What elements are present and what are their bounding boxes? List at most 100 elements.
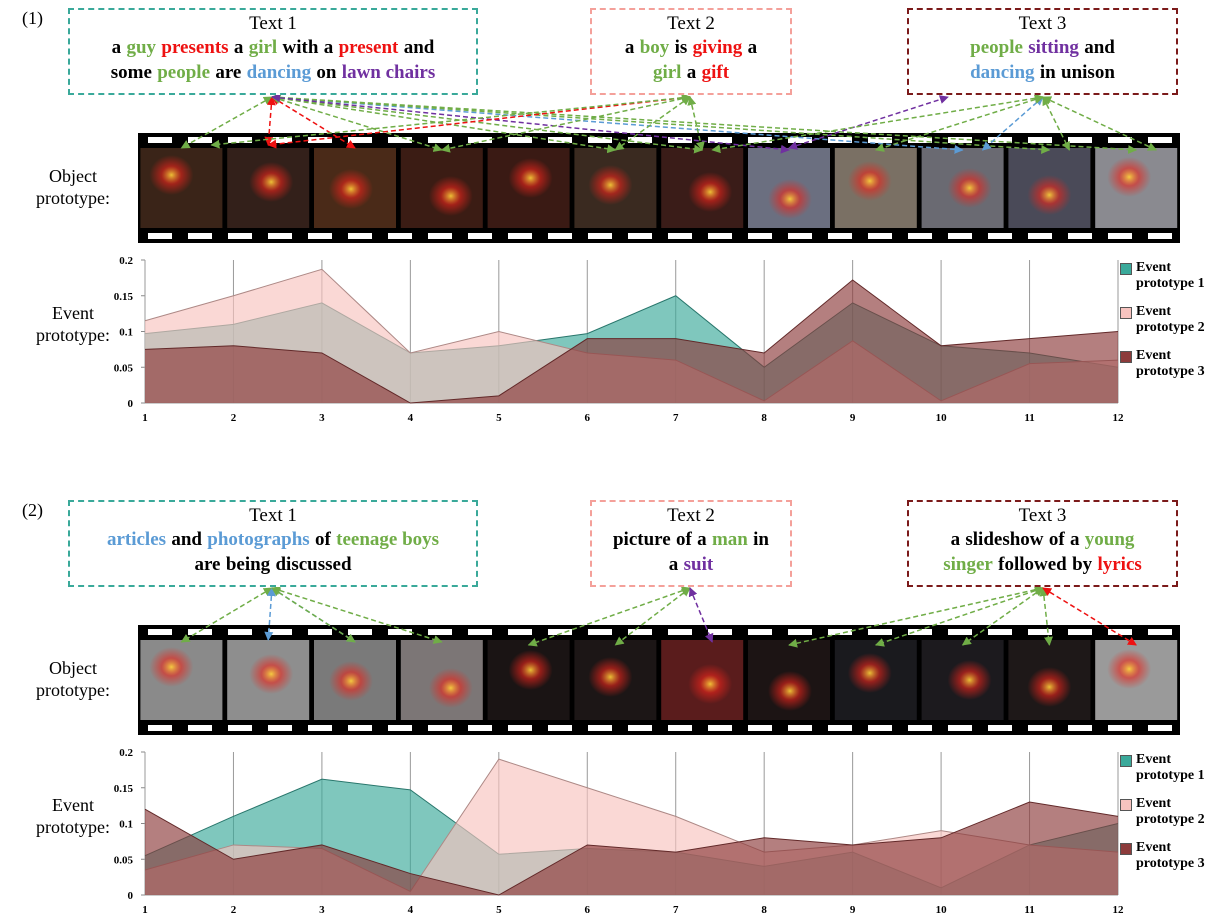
word: a (234, 35, 244, 60)
legend-swatch (1120, 799, 1132, 811)
text-line: arebeingdiscussed (70, 552, 476, 577)
sprocket (428, 725, 452, 731)
box-title: Text 1 (70, 13, 476, 35)
sprocket (348, 233, 372, 239)
sprocket (468, 137, 492, 143)
word: a (625, 35, 635, 60)
sprocket (1148, 629, 1172, 635)
word: present (339, 35, 399, 60)
attention-blob (1107, 649, 1151, 689)
object-label: Object prototype: (18, 657, 128, 701)
text-box: Text 1articlesandphotographsofteenage bo… (68, 500, 478, 587)
sprocket (268, 629, 292, 635)
x-tick-label: 6 (585, 412, 591, 424)
y-tick-label: 0.15 (114, 783, 134, 795)
sprocket (228, 233, 252, 239)
panel-label: (1) (22, 8, 43, 29)
sprocket (508, 725, 532, 731)
sprocket (548, 725, 572, 731)
sprocket (708, 725, 732, 731)
legend-label: Event prototype 2 (1136, 796, 1220, 828)
word: a (687, 60, 697, 85)
sprocket (188, 233, 212, 239)
sprocket (1108, 137, 1132, 143)
y-tick-label: 0.2 (119, 255, 133, 267)
attention-blob (429, 668, 473, 708)
word: giving (693, 35, 743, 60)
attention-blob (329, 169, 373, 209)
text-line: aslideshowofayoung (909, 527, 1176, 552)
sprocket (868, 629, 892, 635)
attention-blob (1107, 157, 1151, 197)
sprocket (388, 137, 412, 143)
legend-item: Event prototype 3 (1120, 348, 1220, 380)
y-tick-label: 0 (128, 890, 134, 902)
figure: 00.050.10.150.212345678910111200.050.10.… (0, 0, 1222, 920)
word: people (970, 35, 1023, 60)
x-tick-label: 5 (496, 412, 502, 424)
word: lyrics (1097, 552, 1141, 577)
sprocket (748, 137, 772, 143)
word: unison (1061, 60, 1115, 85)
sprocket (148, 137, 172, 143)
sprocket (628, 725, 652, 731)
sprocket (388, 629, 412, 635)
sprocket (908, 725, 932, 731)
word: presents (161, 35, 228, 60)
box-title: Text 3 (909, 13, 1176, 35)
attention-blob (509, 158, 553, 198)
x-tick-label: 12 (1113, 904, 1125, 916)
box-title: Text 2 (592, 505, 790, 527)
attention-blob (1027, 667, 1071, 707)
attention-blob (768, 671, 812, 711)
sprocket (748, 629, 772, 635)
y-tick-label: 0.05 (114, 854, 134, 866)
word: sitting (1028, 35, 1079, 60)
sprocket (428, 137, 452, 143)
x-tick-label: 7 (673, 412, 679, 424)
attention-blob (948, 660, 992, 700)
word: dancing (247, 60, 311, 85)
x-tick-label: 12 (1113, 412, 1125, 424)
sprocket (468, 725, 492, 731)
sprocket (388, 725, 412, 731)
sprocket (188, 629, 212, 635)
word: of (676, 527, 692, 552)
x-tick-label: 3 (319, 412, 325, 424)
sprocket (228, 629, 252, 635)
sprocket (908, 233, 932, 239)
word: are (215, 60, 241, 85)
sprocket (748, 725, 772, 731)
word: some (111, 60, 152, 85)
legend-label: Event prototype 3 (1136, 348, 1220, 380)
legend-swatch (1120, 307, 1132, 319)
x-tick-label: 6 (585, 904, 591, 916)
sprocket (508, 629, 532, 635)
word: on (316, 60, 336, 85)
word: a (324, 35, 334, 60)
x-tick-label: 4 (408, 412, 414, 424)
sprocket (1028, 137, 1052, 143)
sprocket (948, 629, 972, 635)
y-tick-label: 0.2 (119, 747, 133, 759)
sprocket (348, 629, 372, 635)
x-tick-label: 10 (936, 412, 948, 424)
sprocket (468, 233, 492, 239)
word: of (315, 527, 331, 552)
x-tick-label: 1 (142, 412, 148, 424)
word: being (226, 552, 270, 577)
word: a (951, 527, 961, 552)
word: a (697, 527, 707, 552)
y-tick-label: 0.15 (114, 291, 134, 303)
sprocket (1148, 725, 1172, 731)
text-line: pictureofamanin (592, 527, 790, 552)
x-tick-label: 2 (231, 412, 237, 424)
word: in (1040, 60, 1056, 85)
word: and (1084, 35, 1115, 60)
